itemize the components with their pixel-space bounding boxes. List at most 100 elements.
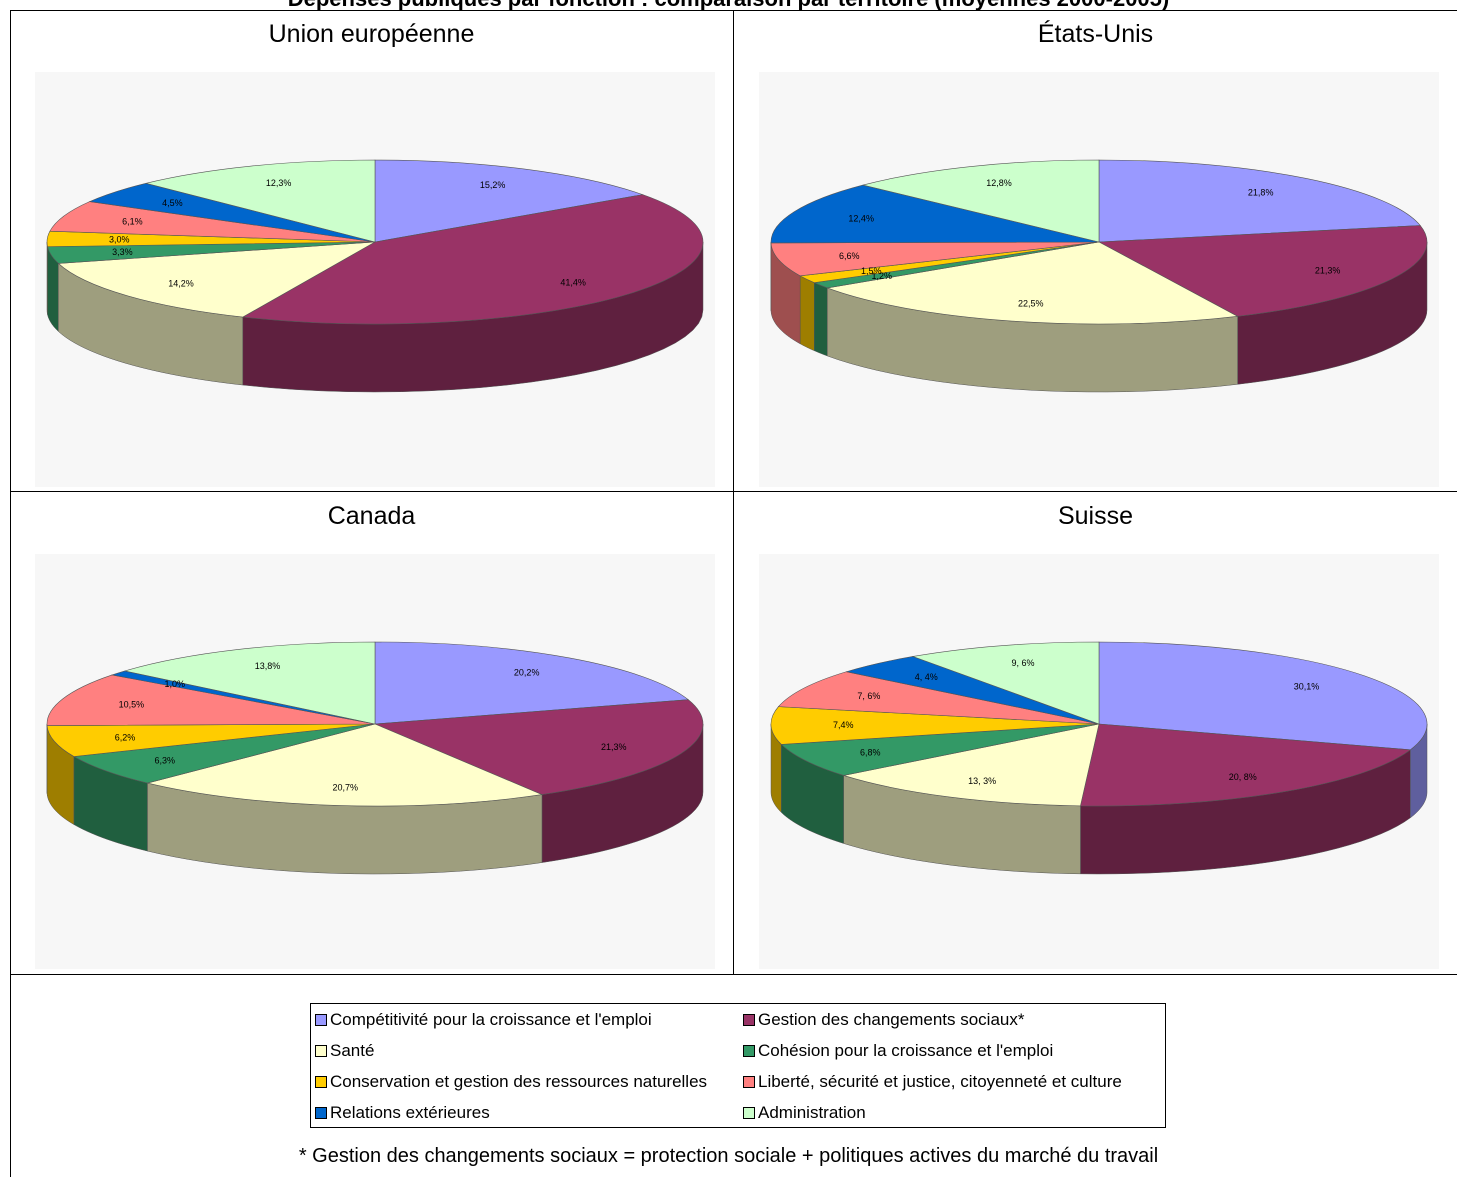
legend-divider xyxy=(10,974,1457,975)
legend-item-administration: Administration xyxy=(743,1102,866,1124)
pie-data-label: 4, 4% xyxy=(915,672,938,682)
pie-data-label: 12,3% xyxy=(266,178,292,188)
legend-swatch xyxy=(743,1075,755,1088)
pie-data-label: 13,8% xyxy=(255,661,281,671)
pie-data-label: 21,3% xyxy=(601,742,627,752)
pie-data-label: 21,8% xyxy=(1248,187,1274,197)
pie-slice-gestion-des-changements-sociaux xyxy=(1080,723,1412,807)
pie-data-label: 13, 3% xyxy=(968,776,996,786)
pie-slice-administration xyxy=(862,159,1100,243)
panel-title: Suisse xyxy=(1057,502,1134,530)
pie-slice-competitivite-pour-la-croissance-et-l-emploi xyxy=(1098,159,1421,243)
pie-data-label: 1,5% xyxy=(861,266,882,276)
pie-slice-cohesion-pour-la-croissance-et-l-emploi xyxy=(73,723,376,784)
legend-item-liberte-securite: Liberté, sécurité et justice, citoyennet… xyxy=(743,1071,1122,1093)
pie-data-label: 6,6% xyxy=(839,251,860,261)
pie-data-label: 20,7% xyxy=(333,783,359,793)
pie-data-label: 15,2% xyxy=(480,180,506,190)
legend-label: Compétitivité pour la croissance et l'em… xyxy=(330,1010,652,1029)
pie-data-label: 10,5% xyxy=(119,699,145,709)
pie-slice-sante xyxy=(826,241,1239,325)
pie-data-label: 41,4% xyxy=(560,278,586,288)
pie-data-label: 20, 8% xyxy=(1229,772,1257,782)
pie-side-conservation-et-gestion-des-ressources-naturelles xyxy=(799,275,815,352)
pie-data-label: 3,0% xyxy=(109,235,130,245)
pie-slice-administration xyxy=(145,159,376,243)
pie-slice-liberte-securite-et-justice-citoyennete-et-culture xyxy=(49,201,376,243)
pie-slice-competitivite-pour-la-croissance-et-l-emploi xyxy=(1098,641,1428,751)
legend-label: Conservation et gestion des ressources n… xyxy=(330,1072,708,1091)
pie-data-label: 6,2% xyxy=(115,733,136,743)
legend-label: Administration xyxy=(758,1103,866,1122)
legend-item-competitivite: Compétitivité pour la croissance et l'em… xyxy=(315,1009,652,1031)
pie-data-label: 14,2% xyxy=(168,279,194,289)
pie-slice-gestion-des-changements-sociaux xyxy=(1097,225,1428,317)
legend-swatch xyxy=(315,1075,327,1088)
pie-data-label: 6,1% xyxy=(122,217,143,227)
pie-slice-conservation-et-gestion-des-ressources-naturelles xyxy=(46,723,376,757)
pie-data-label: 1,0% xyxy=(165,679,186,689)
pie-slice-cohesion-pour-la-croissance-et-l-emploi xyxy=(780,723,1100,776)
pie-data-label: 12,8% xyxy=(986,178,1012,188)
pie-data-label: 7, 6% xyxy=(857,691,880,701)
pie-data-label: 30,1% xyxy=(1294,682,1320,692)
panel-suisse: Suisse 30,1% 20, 8% 13, 3% 6,8% 7,4% 7, 6% 4, … xyxy=(734,492,1457,974)
pie-data-label: 1,2% xyxy=(872,271,893,281)
panel-union-europeenne: Union européenne 15,2% 41,4% 14,2% 3,3% 3,0%… xyxy=(10,10,733,491)
panel-etats-unis: États-Unis 21,8% 21,3% 22,5% 1,2% 1,5% 6,6% 12… xyxy=(734,10,1457,491)
pie-data-label: 9, 6% xyxy=(1011,658,1034,668)
pie-chart-suisse: 30,1% 20, 8% 13, 3% 6,8% 7,4% 7, 6% 4, 4% 9, 6% xyxy=(770,641,1428,875)
pie-chart-etats-unis: 21,8% 21,3% 22,5% 1,2%1,5%6,6% 12,4% 12,8% xyxy=(770,159,1428,393)
pie-slice-liberte-securite-et-justice-citoyennete-et-culture xyxy=(46,674,376,726)
legend-label: Relations extérieures xyxy=(330,1103,490,1122)
pie-data-label: 22,5% xyxy=(1018,299,1044,309)
pie-side-cohesion-pour-la-croissance-et-l-emploi xyxy=(814,282,828,357)
pie-slice-liberte-securite-et-justice-citoyennete-et-culture xyxy=(770,241,1100,277)
panel-title: États-Unis xyxy=(1037,20,1154,48)
pie-slice-relations-exterieures xyxy=(770,184,1100,244)
legend-label: Cohésion pour la croissance et l'emploi xyxy=(758,1041,1054,1060)
legend-swatch xyxy=(315,1013,327,1026)
page-title: Dépenses publiques par fonction : compar… xyxy=(0,0,1457,12)
legend-label: Liberté, sécurité et justice, citoyennet… xyxy=(758,1072,1122,1091)
legend-item-conservation: Conservation et gestion des ressources n… xyxy=(315,1071,707,1093)
legend-swatch xyxy=(315,1106,327,1119)
panel-title: Canada xyxy=(327,502,416,530)
pie-slice-conservation-et-gestion-des-ressources-naturelles xyxy=(770,706,1100,745)
pie-slice-liberte-securite-et-justice-citoyennete-et-culture xyxy=(777,671,1100,725)
legend-label: Santé xyxy=(330,1041,375,1060)
pie-slice-sante xyxy=(147,723,544,807)
plot-area: 30,1% 20, 8% 13, 3% 6,8% 7,4% 7, 6% 4, 4% 9, 6% xyxy=(759,554,1439,969)
pie-data-label: 4,5% xyxy=(162,198,183,208)
legend-swatch xyxy=(743,1106,755,1119)
pie-slice-competitivite-pour-la-croissance-et-l-emploi xyxy=(374,159,644,243)
pie-data-label: 6,8% xyxy=(860,748,881,758)
pie-data-label: 20,2% xyxy=(514,668,540,678)
pie-slice-competitivite-pour-la-croissance-et-l-emploi xyxy=(374,641,689,725)
plot-area: 15,2% 41,4% 14,2% 3,3% 3,0% 6,1% 4,5% 12,3% xyxy=(35,72,715,487)
pie-data-label: 7,4% xyxy=(833,720,854,730)
plot-area: 21,8% 21,3% 22,5% 1,2% 1,5% 6,6% 12,4% 12,8% xyxy=(759,72,1439,487)
legend-swatch xyxy=(743,1013,755,1026)
pie-slice-sante xyxy=(843,723,1100,807)
pie-data-label: 12,4% xyxy=(848,213,874,223)
pie-chart-union-europeenne: 15,2% 41,4% 14,2% 3,3% 3,0% 6,1% 4,5% 12,3% xyxy=(46,159,704,393)
legend-swatch xyxy=(315,1044,327,1057)
pie-slice-gestion-des-changements-sociaux xyxy=(374,699,704,795)
legend-swatch xyxy=(743,1044,755,1057)
panel-divider-vertical xyxy=(733,10,734,975)
pie-slice-sante xyxy=(57,241,376,318)
legend-item-relations-exterieures: Relations extérieures xyxy=(315,1102,490,1124)
footnote: * Gestion des changements sociaux = prot… xyxy=(298,1145,1159,1167)
pie-data-label: 21,3% xyxy=(1315,266,1341,276)
pie-data-label: 3,3% xyxy=(112,247,133,257)
pie-slice-administration xyxy=(124,641,376,725)
plot-area: 20,2% 21,3% 20,7% 6,3% 6,2% 10,5% 1,0% 13,8% xyxy=(35,554,715,969)
pie-slice-administration xyxy=(911,641,1100,725)
pie-chart-canada: 20,2% 21,3% 20,7% 6,3% 6,2% 10,5% 1,0% 13,8% xyxy=(46,641,704,875)
pie-slice-gestion-des-changements-sociaux xyxy=(241,194,704,325)
legend-item-gestion-changements-sociaux: Gestion des changements sociaux* xyxy=(743,1009,1025,1031)
panel-title: Union européenne xyxy=(268,20,475,48)
panel-divider-horizontal xyxy=(10,491,1457,492)
chart-legend: Compétitivité pour la croissance et l'em… xyxy=(310,1003,1166,1128)
